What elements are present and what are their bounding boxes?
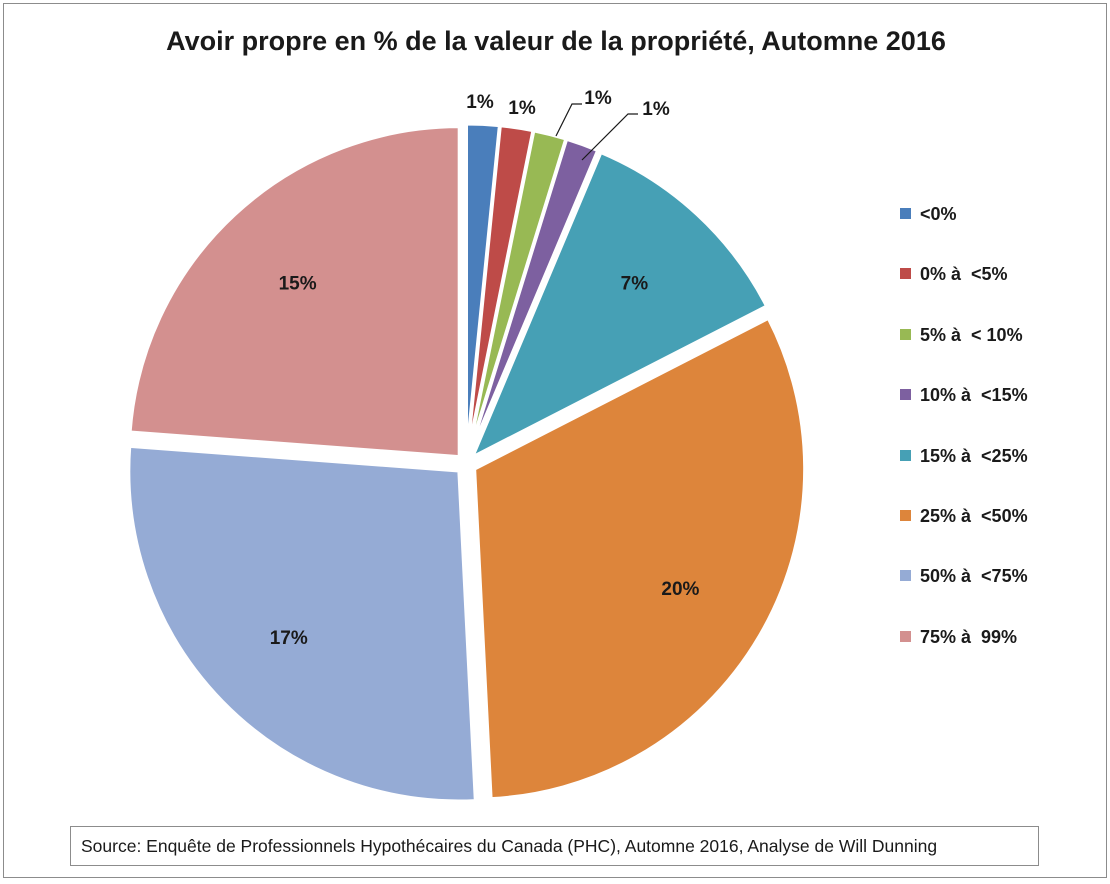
legend-label-0: <0% xyxy=(920,204,957,224)
leader-line-3 xyxy=(581,113,638,161)
legend-swatch-2 xyxy=(900,328,911,340)
legend-swatch-3 xyxy=(900,389,911,401)
legend-swatch-0 xyxy=(900,208,911,219)
legend-label-2: 5% à < 10% xyxy=(920,324,1023,345)
leader-line-2 xyxy=(555,103,582,137)
legend-label-1: 0% à <5% xyxy=(920,264,1008,285)
legend-swatch-4 xyxy=(900,449,911,461)
slice-label-3: 1% xyxy=(642,99,670,120)
slice-label-5: 20% xyxy=(661,579,699,600)
slice-label-6: 17% xyxy=(270,628,308,649)
pie-slice-3 xyxy=(467,137,600,456)
legend-label-3: 10% à <15% xyxy=(920,385,1028,406)
pie-slice-6 xyxy=(127,444,477,803)
pie-chart: 1% 1% 1% 1% 7% 20% 17% 15% xyxy=(127,88,807,803)
chart-frame: Avoir propre en % de la valeur de la pro… xyxy=(3,3,1107,878)
pie-slice-4 xyxy=(469,150,769,460)
source-note: Source: Enquête de Professionnels Hypoth… xyxy=(70,826,1039,866)
legend-label-5: 25% à <50% xyxy=(920,505,1028,526)
slice-label-4: 7% xyxy=(621,273,649,294)
legend-label-6: 50% à <75% xyxy=(920,566,1028,587)
slice-label-0: 1% xyxy=(466,92,494,113)
legend-swatch-6 xyxy=(900,570,911,582)
legend-swatch-1 xyxy=(900,268,911,280)
slice-label-7: 15% xyxy=(279,273,317,294)
legend-label-7: 75% à 99% xyxy=(920,626,1018,647)
pie-slice-7 xyxy=(128,125,461,459)
slice-label-2: 1% xyxy=(584,88,612,109)
slice-label-1: 1% xyxy=(508,98,536,119)
pie-slice-5 xyxy=(473,316,807,801)
chart-title: Avoir propre en % de la valeur de la pro… xyxy=(166,26,946,56)
legend-swatch-7 xyxy=(900,630,911,642)
legend-swatch-5 xyxy=(900,509,911,521)
legend-label-4: 15% à <25% xyxy=(920,445,1028,466)
